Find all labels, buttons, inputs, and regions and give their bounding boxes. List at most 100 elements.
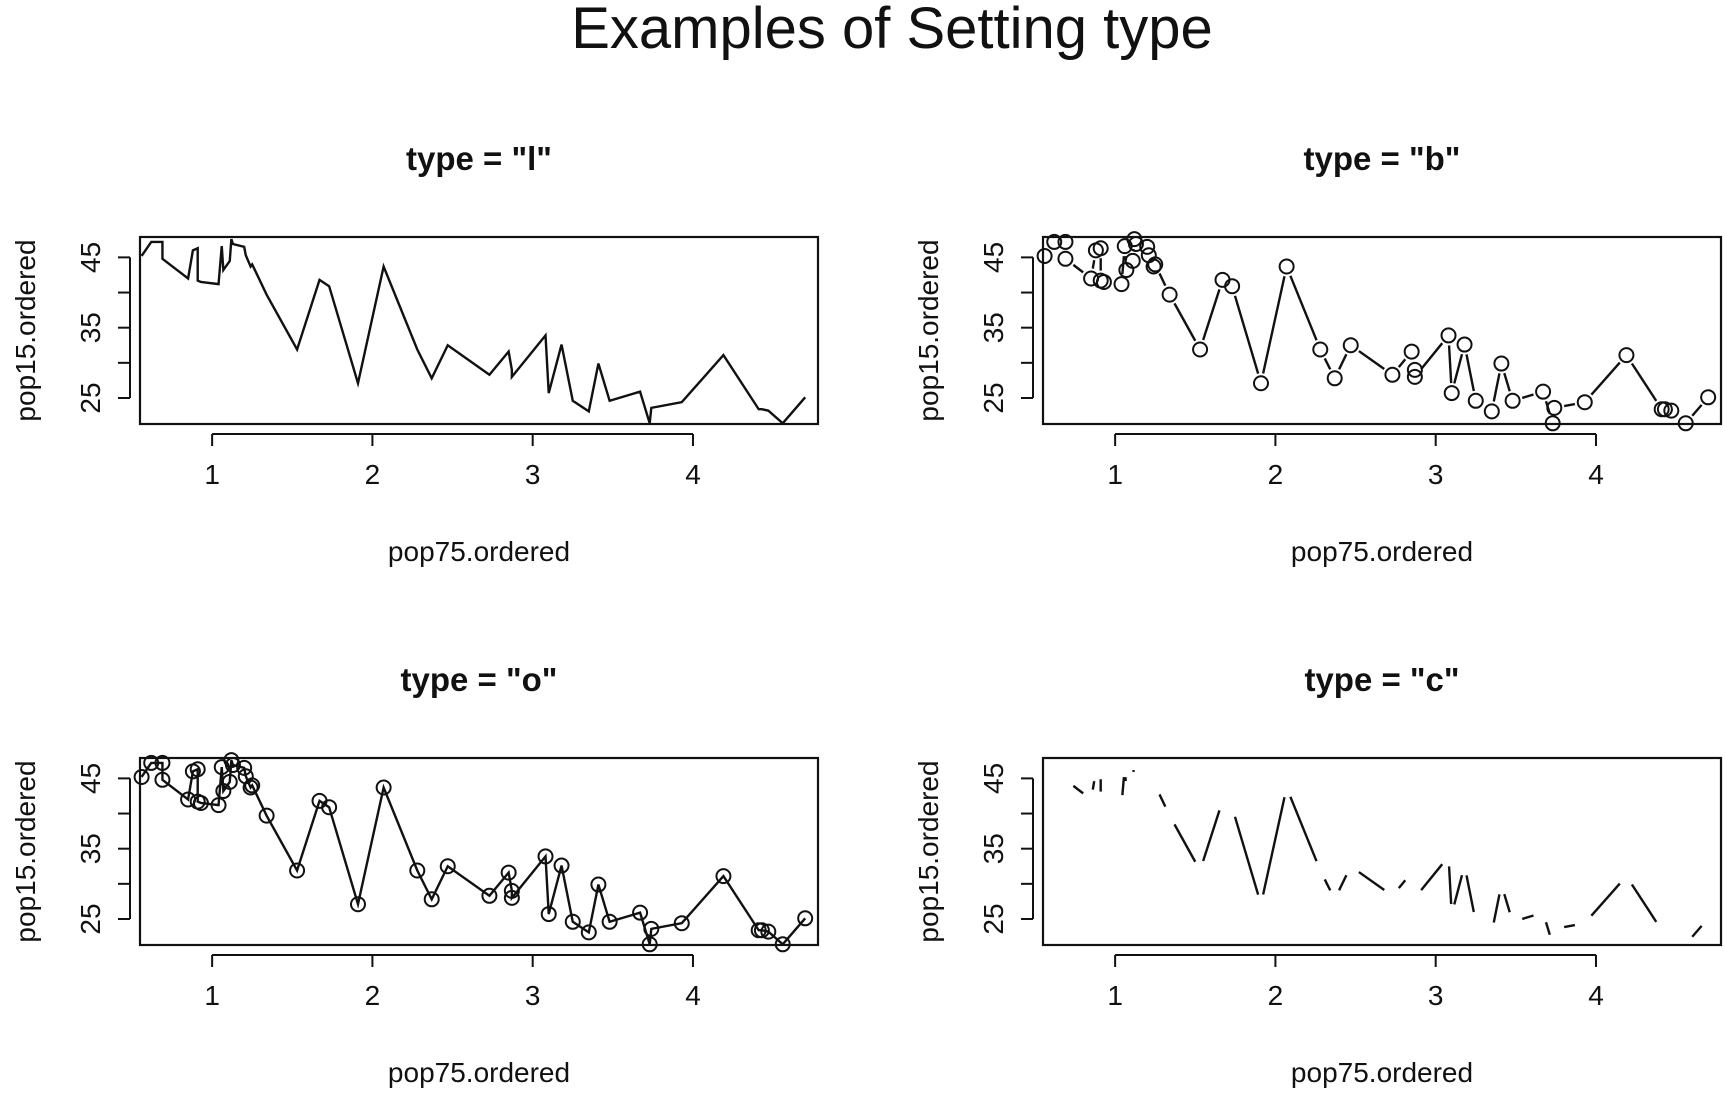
y-tick-label: 25 — [978, 903, 1009, 934]
data-point — [503, 889, 520, 906]
line-segment — [1338, 874, 1348, 891]
data-point — [1192, 341, 1209, 358]
line-segment — [1563, 923, 1576, 929]
data-point — [1252, 375, 1269, 392]
line-segment — [1453, 874, 1464, 905]
data-point — [1161, 286, 1178, 303]
data-point — [1145, 258, 1162, 275]
panel-l: type = "l" 1 2 3 4 pop75.ordered 25 35 45 pop15.o… — [10, 140, 820, 567]
line-segment — [1121, 256, 1126, 275]
panel-title: type = "b" — [1304, 140, 1461, 177]
data-point — [564, 913, 581, 930]
x-tick-label: 2 — [365, 980, 381, 1011]
line-segment — [1492, 894, 1501, 923]
line-segment — [1072, 263, 1084, 274]
data-point — [154, 771, 171, 788]
data-point — [500, 864, 517, 881]
line-segment — [1503, 372, 1511, 392]
data-point — [1535, 383, 1552, 400]
plot-frame — [1041, 756, 1723, 947]
data-point — [375, 779, 392, 796]
data-point — [1406, 368, 1423, 385]
data-point — [1456, 336, 1473, 353]
line-segment — [1121, 777, 1126, 796]
data-point — [1057, 250, 1074, 267]
series — [140, 238, 807, 425]
data-point — [1504, 392, 1521, 409]
y-tick-label: 35 — [75, 833, 106, 864]
data-point — [1095, 273, 1112, 290]
data-point — [143, 754, 160, 771]
data-point — [1700, 389, 1717, 406]
x-axis: 1 2 3 4 — [1107, 433, 1604, 490]
data-point — [1224, 278, 1241, 295]
line-segment — [1158, 272, 1167, 287]
x-tick-label: 1 — [204, 459, 220, 490]
data-point — [409, 862, 426, 879]
data-point — [1046, 233, 1063, 250]
data-point — [1278, 258, 1295, 275]
line-segment — [1091, 781, 1096, 790]
data-point — [1656, 401, 1673, 418]
data-point — [1113, 276, 1130, 293]
data-point — [1342, 337, 1359, 354]
data-point — [1677, 415, 1694, 432]
data-point — [1384, 366, 1401, 383]
data-point — [753, 922, 770, 939]
line-segment — [1590, 361, 1621, 396]
x-axis-label: pop75.ordered — [388, 536, 570, 567]
line-segment — [1173, 302, 1197, 342]
series — [1036, 231, 1717, 432]
line-segment — [1233, 295, 1260, 374]
line-segment — [1397, 358, 1407, 368]
data-point — [1083, 270, 1100, 287]
line-segment — [1338, 353, 1348, 370]
data-point — [1443, 385, 1460, 402]
data-point — [439, 858, 456, 875]
line-segment — [1233, 816, 1260, 895]
data-point — [1139, 238, 1156, 255]
line-segment — [1173, 823, 1197, 863]
data-point — [258, 807, 275, 824]
line-segment — [1521, 914, 1534, 921]
x-axis: 1 2 3 4 — [204, 954, 701, 1011]
y-axis-label: pop15.ordered — [10, 239, 41, 421]
y-tick-label: 35 — [978, 312, 1009, 343]
data-point — [423, 891, 440, 908]
data-point — [797, 910, 814, 927]
line-segment — [1503, 893, 1511, 913]
line-segment — [1521, 393, 1534, 400]
data-point — [1124, 252, 1141, 269]
data-point — [236, 759, 253, 776]
x-tick-label: 2 — [1268, 980, 1284, 1011]
line-segment — [1420, 342, 1444, 370]
data-point — [154, 754, 171, 771]
y-tick-label: 25 — [75, 382, 106, 413]
data-point — [1312, 341, 1329, 358]
series-line — [140, 238, 807, 425]
data-point — [189, 761, 206, 778]
data-point — [503, 882, 520, 899]
data-point — [601, 913, 618, 930]
series-line — [140, 759, 807, 946]
data-point — [1127, 236, 1144, 253]
line-segment — [1630, 362, 1658, 402]
line-segment — [1323, 878, 1332, 891]
data-point — [1663, 402, 1680, 419]
y-axis: 25 35 45 — [75, 242, 131, 414]
line-segment — [1492, 373, 1501, 402]
data-point — [632, 904, 649, 921]
data-point — [1147, 256, 1164, 273]
x-tick-label: 3 — [1428, 459, 1444, 490]
data-point — [580, 924, 597, 941]
panel-c: type = "c" 1 2 3 4 pop75.ordered 25 35 45 pop15.o… — [913, 661, 1723, 1088]
data-point — [537, 848, 554, 865]
data-point — [641, 936, 658, 953]
y-tick-label: 25 — [75, 903, 106, 934]
x-axis-label: pop75.ordered — [1291, 536, 1473, 567]
data-point — [1576, 394, 1593, 411]
line-segment — [1465, 354, 1475, 392]
x-axis: 1 2 3 4 — [1107, 954, 1604, 1011]
data-point — [321, 799, 338, 816]
y-tick-label: 35 — [978, 833, 1009, 864]
